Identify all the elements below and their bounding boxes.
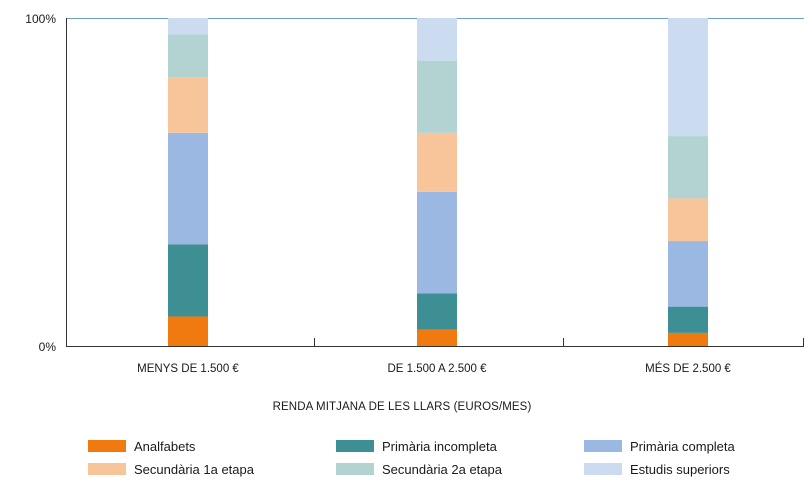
x-tick-label-3: MÉS DE 2.500 € (645, 362, 731, 375)
legend-label: Primària incompleta (382, 438, 497, 454)
bar-segment-1-2 (168, 244, 208, 317)
bar-segment-1-6 (168, 18, 208, 35)
y-tick-label-top: 100% (25, 12, 56, 26)
bar-segment-3-4 (668, 198, 708, 242)
legend-label: Primària completa (630, 438, 735, 454)
bar-segment-1-4 (168, 77, 208, 133)
legend-label: Secundària 1a etapa (134, 461, 254, 477)
bar-segment-2-3 (417, 191, 457, 294)
stacked-bar-chart: MENYS DE 1.500 € DE 1.500 A 2.500 € MÉS DE… (25, 12, 804, 375)
bar-segment-3-2 (668, 306, 708, 333)
legend: Analfabets Primària incompleta Primària co… (88, 436, 788, 486)
legend-item-5: Secundària 2a etapa (336, 459, 502, 479)
legend-swatch (336, 440, 374, 452)
legend-item-6: Estudis superiors (584, 459, 730, 479)
legend-item-3: Primària completa (584, 436, 735, 456)
legend-swatch (336, 463, 374, 475)
bar-segment-1-3 (168, 132, 208, 245)
legend-label: Analfabets (134, 438, 196, 454)
bar-segment-2-4 (417, 132, 457, 192)
x-axis-title: RENDA MITJANA DE LES LLARS (EUROS/MES) (272, 401, 532, 413)
legend-item-2: Primària incompleta (336, 436, 497, 456)
legend-label: Estudis superiors (630, 461, 730, 477)
bar-segment-2-6 (417, 18, 457, 61)
x-tick-label-1: MENYS DE 1.500 € (137, 363, 239, 375)
legend-swatch (584, 463, 622, 475)
bar-segment-3-5 (668, 136, 708, 199)
legend-swatch (88, 463, 126, 475)
bar-segment-3-3 (668, 241, 708, 307)
bar-segment-2-2 (417, 293, 457, 330)
bar-segment-1-1 (168, 316, 208, 346)
legend-item-4: Secundària 1a etapa (88, 459, 254, 479)
y-tick-label-bottom: 0% (39, 340, 57, 354)
legend-label: Secundària 2a etapa (382, 461, 502, 477)
legend-swatch (584, 440, 622, 452)
legend-swatch (88, 440, 126, 452)
x-tick-label-2: DE 1.500 A 2.500 € (387, 363, 487, 375)
legend-item-1: Analfabets (88, 436, 195, 456)
bar-segment-1-5 (168, 34, 208, 78)
bar-segment-2-5 (417, 60, 457, 133)
bar-segment-2-1 (417, 329, 457, 346)
bar-segment-3-1 (668, 332, 708, 346)
bar-segment-3-6 (668, 18, 708, 137)
